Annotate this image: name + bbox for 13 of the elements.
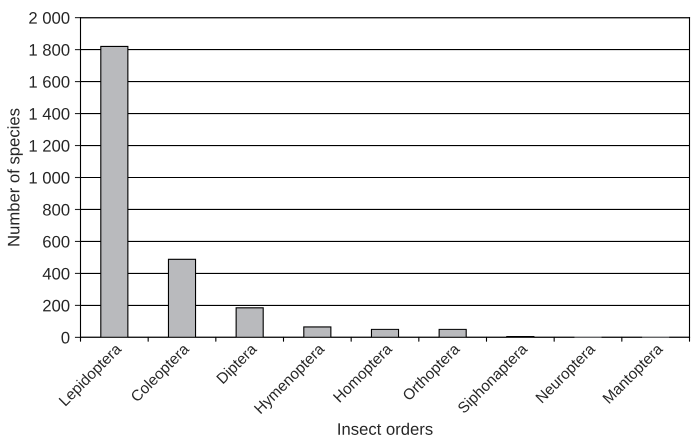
y-tick-label: 600 <box>43 236 70 248</box>
y-tick-label: 200 <box>43 300 70 312</box>
y-tick-label: 1 400 <box>30 108 70 120</box>
y-tick-label: 1 000 <box>30 172 70 184</box>
y-tick-label: 400 <box>42 268 70 280</box>
y-tick-label: 2 000 <box>29 12 70 24</box>
x-axis-title: Insect orders <box>338 422 433 435</box>
y-tick-label: 1 600 <box>30 76 70 88</box>
y-tick-label: 0 <box>61 332 70 344</box>
y-tick-label: 1 800 <box>30 44 70 56</box>
y-tick-label: 800 <box>43 204 70 216</box>
y-tick-label: 1 200 <box>30 140 70 152</box>
y-axis-title: Number of species <box>7 108 23 246</box>
